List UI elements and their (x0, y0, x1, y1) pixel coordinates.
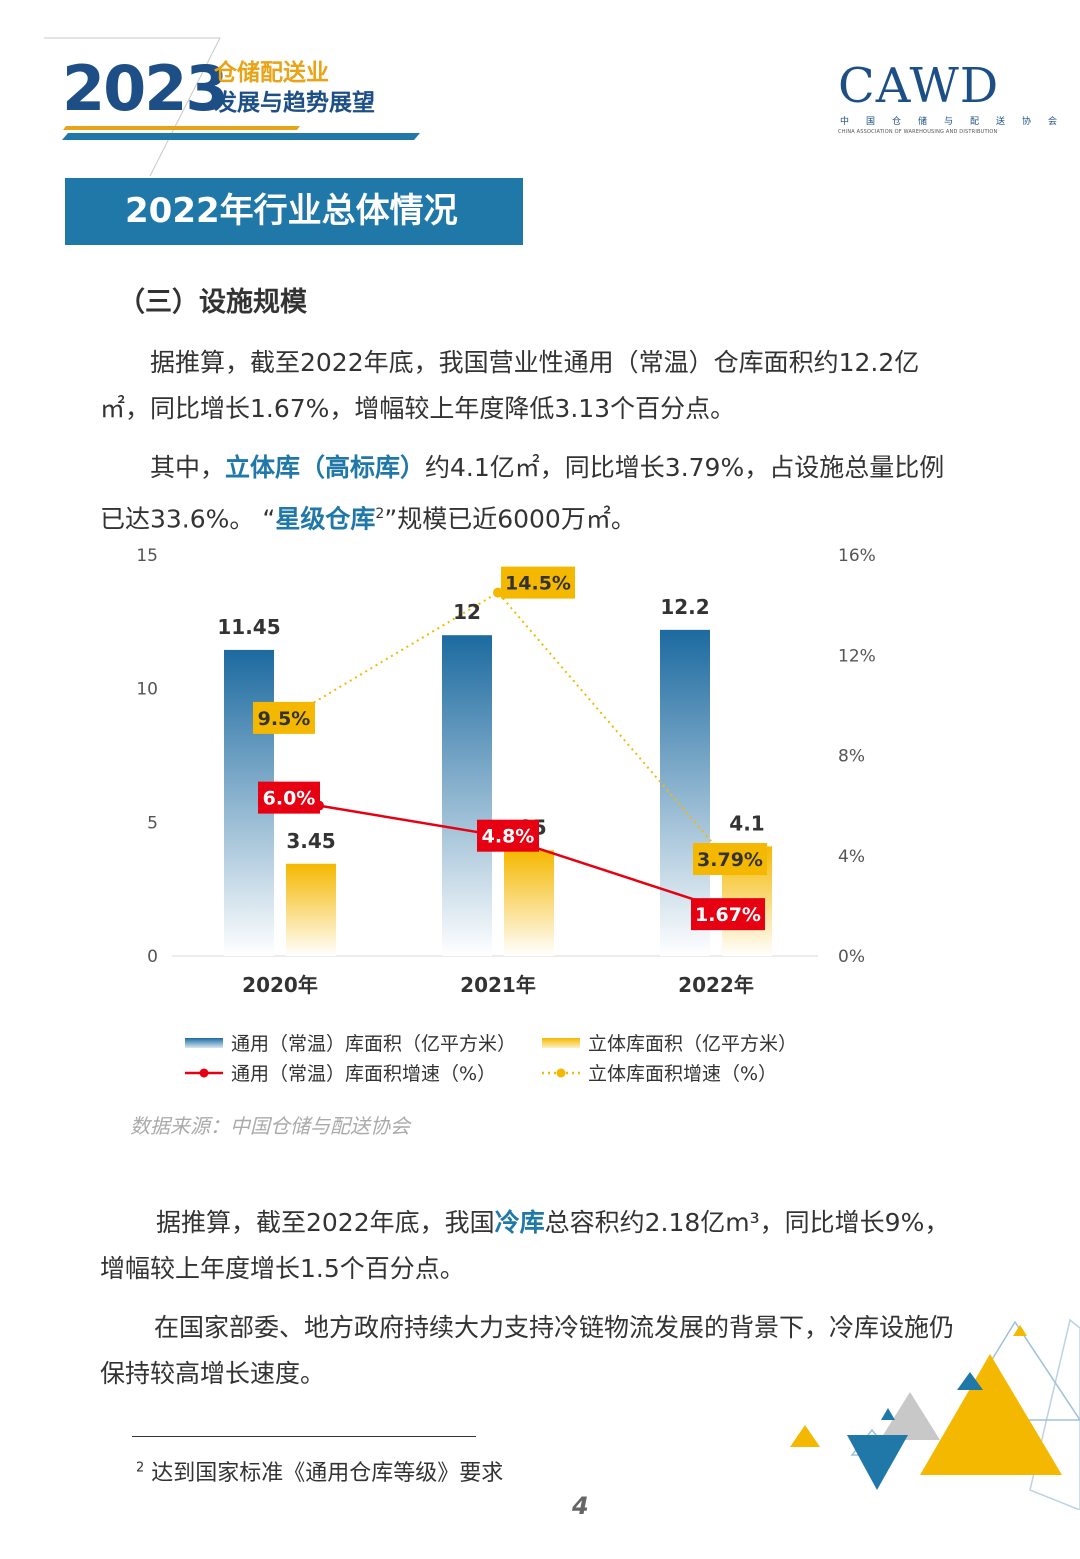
page-number: 4 (572, 1492, 589, 1520)
footer-decoration (790, 1318, 1080, 1510)
header-stripe-blue (62, 133, 420, 140)
line-value-label: 6.0% (263, 788, 316, 810)
section-banner: 2022年行业总体情况 (65, 178, 523, 245)
x-tick-label: 2020年 (242, 973, 318, 997)
section-heading: （三）设施规模 (118, 287, 307, 318)
facility-scale-chart: 0 5 10 15 0% 4% 8% 12% 16% 2020年 2021年 2022年 11.45 1… (136, 546, 876, 1085)
cawd-logo: CAWD (838, 58, 1000, 114)
footnote-divider (132, 1436, 476, 1437)
legend-label: 立体库面积增速（%） (588, 1063, 777, 1085)
header-stripe-gold (63, 126, 300, 130)
x-tick-label: 2021年 (460, 973, 536, 997)
paragraph-2-text-c: 约4.1亿㎡，同比增长3.79%，占设施总量比例已达33.6%。 “ (100, 453, 945, 534)
footnote-mark: 2 (136, 1460, 145, 1476)
footnote-text: 达到国家标准《通用仓库等级》要求 (151, 1461, 504, 1486)
legend-marker (556, 1068, 566, 1078)
line-label-box (477, 819, 539, 852)
paragraph-1: 据推算，截至2022年底，我国营业性通用（常温）仓库面积约12.2亿㎡，同比增长… (100, 340, 960, 432)
data-source: 数据来源：中国仓储与配送协会 (130, 1114, 410, 1138)
legend-label: 通用（常温）库面积增速（%） (231, 1063, 496, 1085)
bar (442, 635, 492, 956)
x-tick-label: 2022年 (678, 973, 754, 997)
line-value-label: 9.5% (258, 708, 311, 730)
y-tick-label: 15 (136, 546, 158, 566)
paragraph-2-text-a: 其中， (150, 453, 226, 482)
highlight-cold-storage: 冷库 (494, 1208, 545, 1237)
cawd-logo-en: CHINA ASSOCIATION OF WAREHOUSING AND DIS… (838, 129, 998, 135)
footnote-ref: 2 (375, 506, 385, 522)
report-year: 2023 (62, 52, 229, 125)
bar (504, 850, 554, 956)
legend-label: 立体库面积（亿平方米） (588, 1033, 797, 1055)
bar-value-label: 11.45 (217, 615, 280, 639)
paragraph-4: 在国家部委、地方政府持续大力支持冷链物流发展的背景下，冷库设施仍保持较高增长速度… (100, 1305, 960, 1397)
line-value-label: 3.79% (697, 849, 763, 871)
bar-value-label: 12.2 (660, 595, 709, 619)
highlight-star-warehouse: 星级仓库 (275, 504, 376, 534)
header-decoration (44, 37, 420, 177)
bar-value-label: 3.45 (286, 829, 335, 853)
paragraph-2: 其中，立体库（高标库）约4.1亿㎡，同比增长3.79%，占设施总量比例已达33.… (100, 445, 960, 542)
footnote: 2 达到国家标准《通用仓库等级》要求 (136, 1455, 503, 1487)
bar-value-label: 4.1 (729, 811, 764, 835)
report-subtitle-line1: 仓储配送业 (214, 60, 329, 86)
y-tick-label: 5 (147, 813, 158, 833)
paragraph-1-text: 据推算，截至2022年底，我国营业性通用（常温）仓库面积约12.2亿㎡，同比增长… (100, 348, 920, 423)
y2-tick-label: 4% (838, 847, 865, 867)
cawd-logo-cn: 中国仓储与配送协会 (840, 117, 1075, 127)
bar-value-label: 12 (453, 600, 481, 624)
paragraph-3: 据推算，截至2022年底，我国冷库总容积约2.18亿m³，同比增长9%，增幅较上… (100, 1200, 960, 1292)
line-label-box (693, 843, 767, 876)
highlight-3d-warehouse: 立体库（高标库） (225, 453, 426, 482)
line-3d-growth (287, 591, 729, 862)
report-subtitle-line2: 发展与趋势展望 (214, 90, 375, 116)
line-value-label: 1.67% (695, 904, 761, 926)
line-value-label: 4.8% (482, 826, 535, 848)
y2-tick-label: 12% (838, 646, 876, 666)
y-tick-label: 0 (147, 947, 158, 967)
y2-tick-label: 0% (838, 947, 865, 967)
legend-marker (199, 1068, 209, 1078)
legend-swatch (185, 1038, 223, 1048)
legend-label: 通用（常温）库面积（亿平方米） (231, 1033, 516, 1055)
y-tick-label: 10 (136, 680, 158, 700)
paragraph-3-text-a: 据推算，截至2022年底，我国 (156, 1208, 495, 1237)
paragraph-3-text-c: 总容积约2.18亿m³，同比增长9%，增幅较上年度增长1.5个百分点。 (100, 1208, 950, 1283)
paragraph-4-text: 在国家部委、地方政府持续大力支持冷链物流发展的背景下，冷库设施仍保持较高增长速度… (100, 1313, 955, 1388)
line-value-label: 14.5% (505, 573, 571, 595)
legend-swatch (542, 1038, 580, 1048)
line-label-box (258, 781, 320, 814)
paragraph-2-text-f: ”规模已近6000万㎡。 (384, 504, 636, 534)
line-label-box (253, 701, 315, 734)
line-label-box (691, 898, 765, 931)
line-label-box (501, 566, 575, 599)
bar (286, 863, 336, 956)
y2-tick-label: 16% (838, 546, 876, 566)
y2-tick-label: 8% (838, 747, 865, 767)
line-point (493, 587, 503, 598)
